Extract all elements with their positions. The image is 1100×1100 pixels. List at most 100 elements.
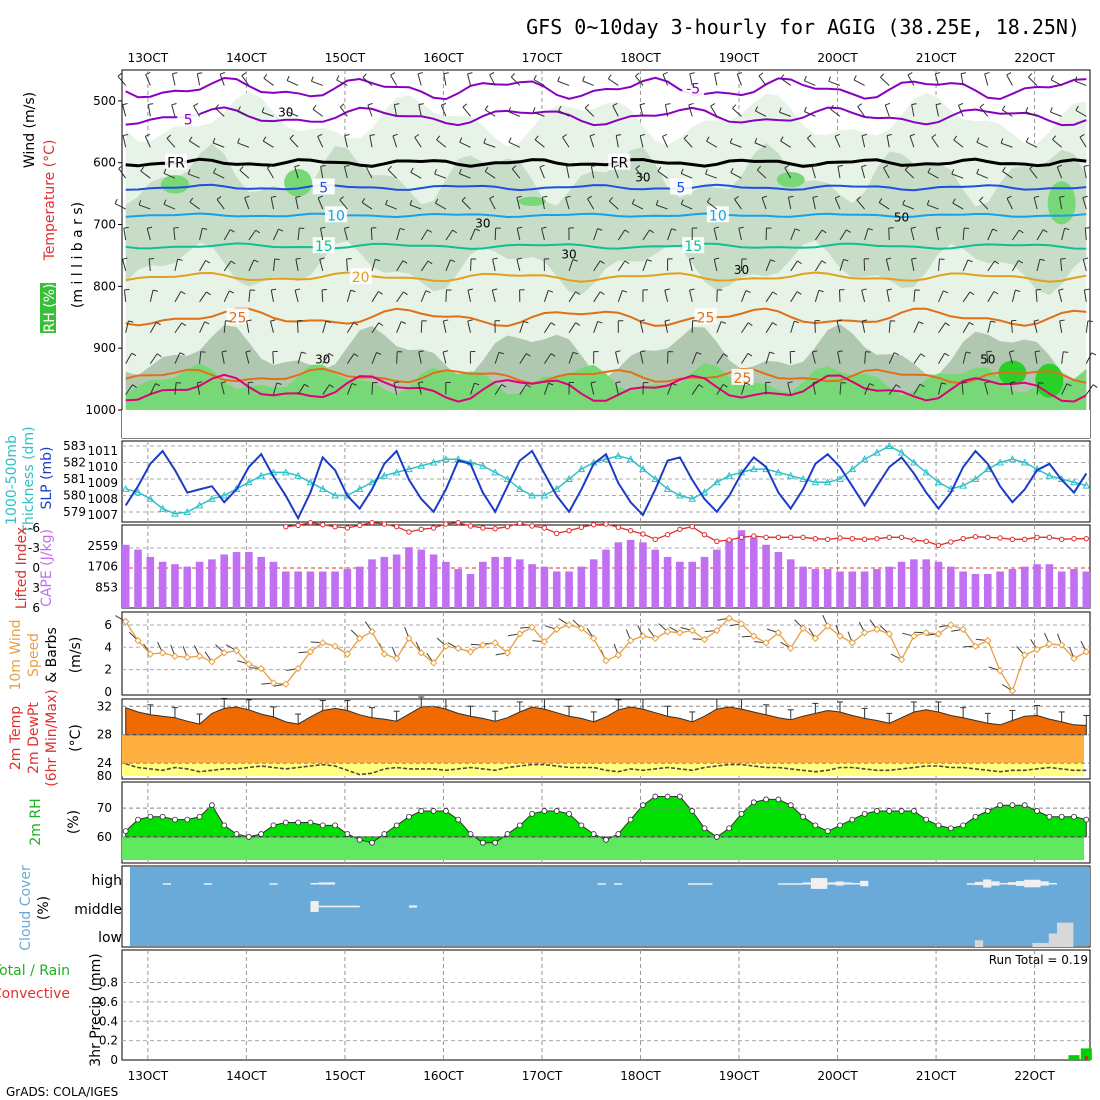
wind-barb [984, 382, 989, 395]
wind10m-point [922, 629, 930, 637]
wind-barb-flag [794, 228, 800, 232]
wind-barb-flag [418, 350, 424, 353]
wind-barb [140, 170, 151, 179]
wind10m-point [306, 648, 315, 656]
wind-barb-flag [163, 168, 167, 174]
wind-barb [462, 106, 471, 117]
plot-layers: 13OCT 13OCT 14OCT 14OCT 15OCT 15OCT 16OCT 16OCT… [28, 51, 1098, 1083]
wind-barb [289, 138, 299, 148]
wind-barb-flag [646, 259, 652, 262]
wind-barb [565, 197, 570, 210]
wind-barb-flag [803, 106, 807, 112]
wind-barb-flag [172, 72, 178, 75]
wind-barb-flag [723, 353, 728, 357]
wind10m-point [491, 639, 499, 647]
wind-barb-flag [640, 133, 646, 137]
wind-barb-flag [253, 259, 259, 263]
thickness-point [922, 468, 931, 476]
wind-barb-flag [918, 321, 924, 325]
wind-barb-flag [294, 164, 300, 168]
wind-barb-flag [131, 352, 137, 357]
wind-barb [754, 142, 767, 148]
wind-barb-flag [301, 351, 307, 354]
wind-barb-flag [696, 351, 702, 355]
wind-barb-flag [229, 229, 235, 233]
wind-barb-flag [828, 76, 831, 82]
wind-barb-flag [952, 198, 956, 204]
wind-barb-flag [747, 322, 753, 326]
wind-barb [322, 321, 327, 333]
wind-barb-flag [714, 72, 720, 75]
wind-barb [286, 80, 299, 86]
wind-barb [934, 73, 940, 86]
wind-barb-flag [1063, 351, 1069, 353]
wind-barb-flag [655, 200, 659, 206]
li-point [677, 526, 683, 533]
li-y-tick-3: 3 [32, 581, 40, 595]
contour-label: 25 [229, 310, 247, 326]
wind-barb-flag [909, 133, 915, 137]
wind-barb-flag [442, 350, 449, 353]
rh2m-point [172, 816, 178, 823]
rh2m-point [467, 831, 474, 837]
wind-barb [320, 228, 324, 241]
x-tick-bottom-20OCT: 20OCT [817, 1069, 858, 1083]
cape-bar [947, 566, 955, 608]
li-point [344, 525, 351, 531]
wind-barb-flag [880, 73, 885, 78]
thickness-point [318, 484, 327, 492]
wind-barb-flag [145, 71, 151, 75]
wind-barb [706, 140, 718, 148]
wind-barb-flag [1050, 75, 1054, 81]
wind10m-point [479, 641, 487, 649]
li-point [369, 519, 375, 526]
cape-bar [614, 542, 623, 608]
wind-barb [741, 290, 747, 302]
wind-barb [568, 291, 576, 303]
wind-barb [931, 137, 939, 148]
cape-bar [220, 554, 229, 608]
contour-freezing [125, 157, 1087, 168]
thickness-point [442, 455, 450, 463]
x-tick-bottom-17OCT: 17OCT [522, 1069, 563, 1083]
cape-bar [158, 561, 167, 608]
wind-barb [888, 352, 895, 364]
thickness-point [134, 488, 142, 496]
wind-barb-flag [122, 133, 129, 137]
wind-barb [534, 139, 545, 148]
wind-barb [788, 197, 792, 210]
wind-barb [780, 78, 792, 86]
cloud-high-bar [1040, 881, 1049, 886]
li-y-tick-0: 0 [32, 561, 40, 575]
wind-barb-flag [883, 164, 889, 169]
wind-barb [417, 73, 422, 86]
wind-barb-flag [140, 166, 145, 172]
wind-barb-flag [344, 226, 350, 229]
wind-barb [216, 199, 225, 210]
wind-barb [483, 142, 496, 148]
cape-bar [171, 564, 179, 608]
li-point [812, 535, 819, 542]
wind-barb-flag [772, 322, 777, 326]
wind-barb-flag [474, 382, 480, 386]
rh2m-point [676, 793, 683, 800]
wind-y-tick-4: 4 [104, 640, 112, 654]
rh2m-point [529, 810, 536, 817]
wind-barb [367, 104, 373, 117]
wind-barb [904, 169, 915, 179]
wind-barb [494, 384, 503, 395]
wind-barb [1008, 351, 1013, 364]
wind-barb [987, 320, 992, 333]
li-point [627, 527, 634, 534]
upper-y-tick-600: 600 [93, 156, 116, 170]
precip-y-tick-0.2: 0.2 [99, 1034, 118, 1048]
wind10m-point [1033, 645, 1041, 654]
thickness-point [910, 458, 918, 466]
wind-barb-flag [572, 351, 578, 355]
cape-bar [885, 566, 894, 608]
wind-barb [1059, 197, 1063, 210]
wind-barb-flag [166, 134, 172, 139]
wind-barb [223, 260, 232, 272]
rh2m-point [184, 816, 191, 823]
cape-bar [922, 559, 931, 608]
